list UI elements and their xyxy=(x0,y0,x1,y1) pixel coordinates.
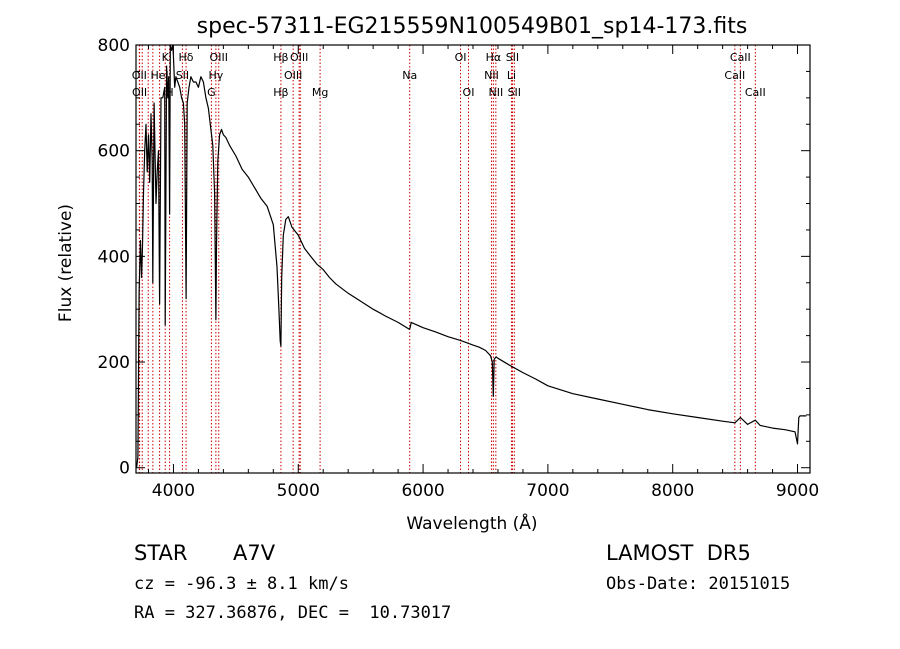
line-label: SII xyxy=(176,69,189,82)
line-label: OIII xyxy=(210,51,228,64)
line-label: OI xyxy=(455,51,467,64)
x-tick-label: 7000 xyxy=(526,481,569,501)
line-label: OIII xyxy=(284,69,302,82)
line-label: Mg xyxy=(312,86,328,99)
line-label: Li xyxy=(507,69,516,82)
object-type: STAR xyxy=(134,541,188,565)
observation-date: Obs-Date: 20151015 xyxy=(606,574,791,594)
y-tick-label: 600 xyxy=(98,142,130,162)
spectrum-series xyxy=(136,44,807,468)
spectral-subclass: A7V xyxy=(233,541,276,565)
line-label: Hα xyxy=(486,51,502,64)
y-axis-label: Flux (relative) xyxy=(56,204,76,322)
line-label: CaII xyxy=(730,51,751,64)
axes: 4000 5000 6000 7000 8000 9000 0 200 400 600 800 xyxy=(98,36,820,501)
line-label: NII xyxy=(484,69,499,82)
line-label: Hγ xyxy=(208,69,223,82)
line-label: G xyxy=(207,86,216,99)
line-label: Hδ xyxy=(179,51,194,64)
y-tick-label: 800 xyxy=(98,36,130,56)
x-axis-label: Wavelength (Å) xyxy=(406,512,537,534)
chart-title: spec-57311-EG215559N100549B01_sp14-173.f… xyxy=(197,14,748,39)
x-tick-label: 9000 xyxy=(776,481,819,501)
line-label: CaII xyxy=(724,69,745,82)
line-label: K xyxy=(162,51,170,64)
x-tick-label: 6000 xyxy=(401,481,444,501)
line-label: Hβ xyxy=(273,86,288,99)
plot-frame xyxy=(135,44,811,474)
line-label: Hβ xyxy=(273,51,288,64)
redshift-velocity: cz = -96.3 ± 8.1 km/s xyxy=(134,574,349,594)
x-tick-label: 5000 xyxy=(277,481,320,501)
survey-name: LAMOST DR5 xyxy=(606,541,751,565)
y-tick-label: 400 xyxy=(98,247,130,267)
spectrum-line xyxy=(136,44,807,468)
line-label: NII xyxy=(488,86,503,99)
line-label: SII xyxy=(508,86,521,99)
line-label: CaII xyxy=(745,86,766,99)
y-tick-label: 0 xyxy=(119,459,130,479)
line-label: OI xyxy=(463,86,475,99)
x-tick-label: 8000 xyxy=(651,481,694,501)
y-tick-label: 200 xyxy=(98,353,130,373)
line-label: HeI xyxy=(150,69,168,82)
line-label: OII xyxy=(132,86,147,99)
line-label: OIII xyxy=(290,51,308,64)
line-label: Na xyxy=(402,69,417,82)
x-tick-label: 4000 xyxy=(152,481,195,501)
line-markers: Hβ K Hδ OIII OIII OI Hα SII CaII OII HeI SII Hγ OIII N… xyxy=(132,45,766,473)
coordinates: RA = 327.36876, DEC = 10.73017 xyxy=(134,603,452,623)
line-label: SII xyxy=(506,51,519,64)
